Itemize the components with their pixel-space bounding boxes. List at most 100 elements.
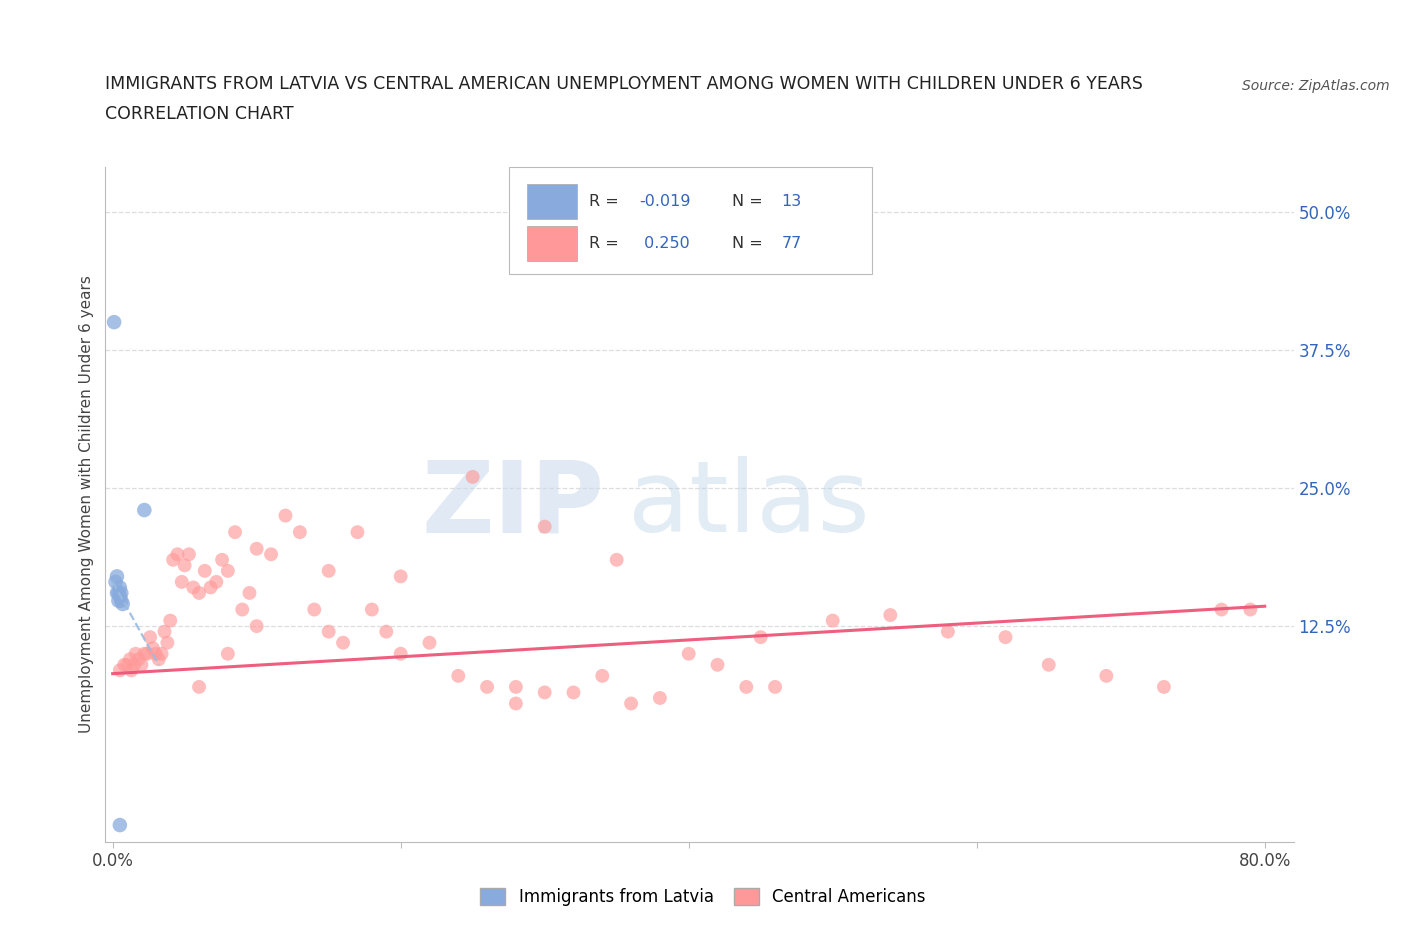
FancyBboxPatch shape — [509, 167, 872, 274]
Point — [1239, 602, 1261, 617]
Point — [200, 580, 222, 595]
Point — [194, 564, 217, 578]
Point — [128, 652, 150, 667]
Point — [108, 589, 131, 604]
Text: ZIP: ZIP — [422, 456, 605, 553]
Point — [447, 669, 470, 684]
Point — [1153, 680, 1175, 695]
Point — [110, 586, 132, 601]
Text: atlas: atlas — [628, 456, 870, 553]
Point — [533, 519, 555, 534]
Point — [205, 575, 228, 590]
Point — [108, 817, 131, 832]
Point — [105, 569, 128, 584]
Point — [181, 580, 204, 595]
Point — [107, 593, 129, 608]
Text: R =: R = — [589, 236, 624, 251]
Point — [107, 586, 129, 601]
Point — [217, 564, 239, 578]
Point — [153, 624, 176, 639]
FancyBboxPatch shape — [527, 183, 576, 219]
Point — [111, 596, 134, 611]
Point — [104, 575, 127, 590]
Point — [994, 630, 1017, 644]
Text: CORRELATION CHART: CORRELATION CHART — [105, 105, 294, 123]
Point — [763, 680, 786, 695]
Point — [375, 624, 398, 639]
Point — [505, 696, 527, 711]
Point — [936, 624, 959, 639]
Text: 13: 13 — [782, 193, 801, 208]
Text: 77: 77 — [782, 236, 801, 251]
Point — [461, 470, 484, 485]
Point — [238, 586, 260, 601]
Point — [879, 607, 901, 622]
Point — [475, 680, 498, 695]
Point — [134, 646, 156, 661]
Point — [591, 669, 613, 684]
Point — [735, 680, 758, 695]
Point — [188, 586, 211, 601]
Point — [145, 646, 167, 661]
Point — [389, 569, 412, 584]
Point — [749, 630, 772, 644]
Point — [332, 635, 354, 650]
Point — [1211, 602, 1233, 617]
Point — [120, 663, 142, 678]
Point — [246, 618, 269, 633]
Point — [360, 602, 382, 617]
Point — [112, 658, 135, 672]
Point — [134, 502, 156, 517]
Point — [288, 525, 311, 539]
Point — [562, 685, 585, 700]
Point — [131, 658, 153, 672]
Text: R =: R = — [589, 193, 624, 208]
Point — [418, 635, 440, 650]
Point — [346, 525, 368, 539]
Point — [118, 652, 141, 667]
Text: N =: N = — [731, 236, 768, 251]
Point — [142, 641, 165, 656]
Legend: Immigrants from Latvia, Central Americans: Immigrants from Latvia, Central American… — [472, 880, 934, 914]
Point — [821, 613, 844, 628]
Point — [533, 685, 555, 700]
Point — [217, 646, 239, 661]
Point — [125, 646, 148, 661]
Point — [224, 525, 246, 539]
FancyBboxPatch shape — [527, 226, 576, 261]
Point — [678, 646, 700, 661]
Text: N =: N = — [731, 193, 768, 208]
Point — [108, 580, 131, 595]
Point — [231, 602, 253, 617]
Point — [170, 575, 193, 590]
Point — [318, 564, 340, 578]
Point — [648, 690, 671, 705]
Point — [706, 658, 728, 672]
Point — [105, 586, 128, 601]
Point — [177, 547, 200, 562]
Point — [389, 646, 412, 661]
Point — [188, 680, 211, 695]
Point — [166, 547, 188, 562]
Point — [139, 630, 162, 644]
Point — [211, 552, 233, 567]
Point — [136, 646, 159, 661]
Y-axis label: Unemployment Among Women with Children Under 6 years: Unemployment Among Women with Children U… — [79, 275, 94, 734]
Point — [156, 635, 179, 650]
Point — [148, 652, 170, 667]
Point — [122, 658, 145, 672]
Point — [1095, 669, 1118, 684]
Point — [115, 658, 138, 672]
Text: IMMIGRANTS FROM LATVIA VS CENTRAL AMERICAN UNEMPLOYMENT AMONG WOMEN WITH CHILDRE: IMMIGRANTS FROM LATVIA VS CENTRAL AMERIC… — [105, 75, 1143, 93]
Point — [304, 602, 326, 617]
Point — [606, 552, 628, 567]
Point — [274, 508, 297, 523]
Point — [103, 314, 125, 329]
Point — [260, 547, 283, 562]
Point — [110, 593, 132, 608]
Point — [318, 624, 340, 639]
Point — [162, 552, 184, 567]
Point — [159, 613, 181, 628]
Point — [173, 558, 195, 573]
Point — [620, 696, 643, 711]
